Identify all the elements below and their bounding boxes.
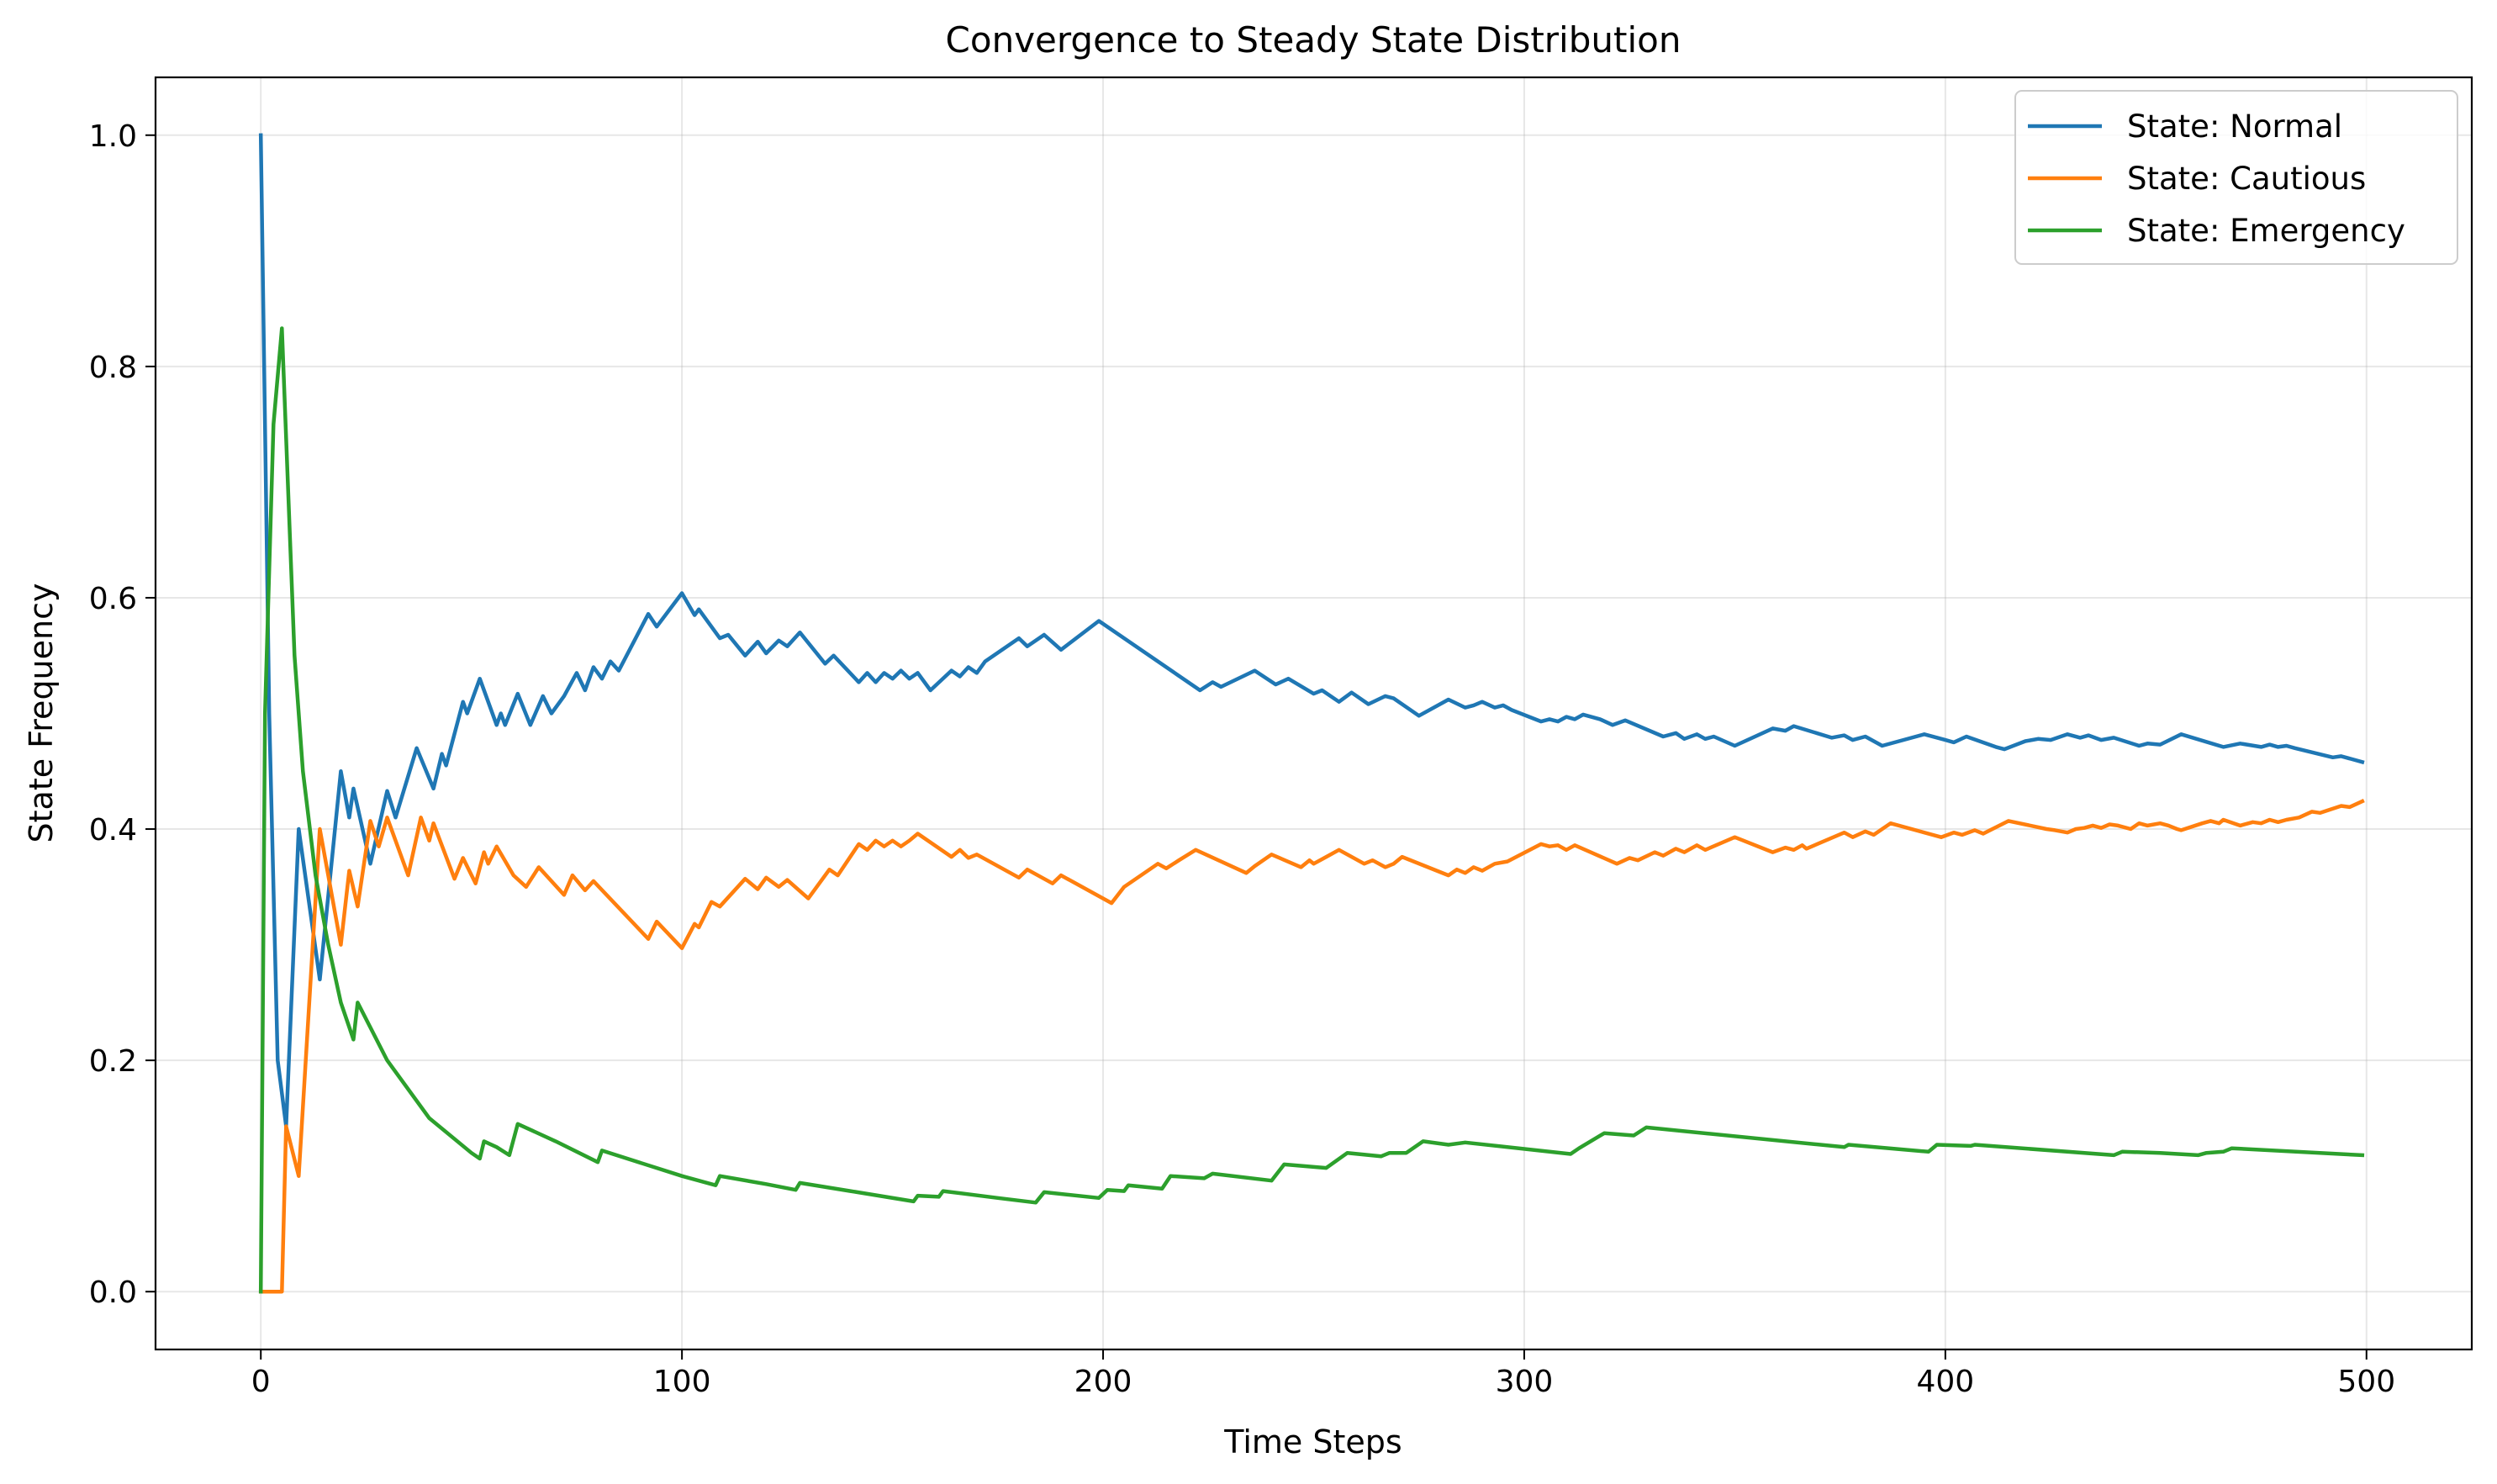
y-tick-label: 0.2 — [89, 1044, 137, 1079]
series-line-1 — [258, 799, 2365, 1294]
grid — [156, 77, 2472, 1349]
y-tick-label: 0.8 — [89, 351, 137, 385]
legend-label-2: State: Emergency — [2127, 213, 2405, 249]
x-tick-label: 100 — [653, 1365, 711, 1399]
legend-label-0: State: Normal — [2127, 108, 2342, 145]
axis-ticks: 0 100 200 300 400 500 0.0 0.2 0.4 0.6 0.8 1.0 — [89, 119, 2395, 1399]
series-lines — [258, 133, 2365, 1294]
legend-label-1: State: Cautious — [2127, 161, 2366, 197]
y-tick-label: 0.4 — [89, 813, 137, 848]
y-axis-label: State Frequency — [23, 584, 60, 843]
x-tick-label: 200 — [1074, 1365, 1132, 1399]
y-tick-label: 1.0 — [89, 119, 137, 154]
y-tick-label: 0.0 — [89, 1275, 137, 1310]
x-axis-label: Time Steps — [1223, 1423, 1402, 1460]
y-tick-label: 0.6 — [89, 582, 137, 616]
chart-title: Convergence to Steady State Distribution — [946, 19, 1681, 61]
x-tick-label: 500 — [2337, 1365, 2395, 1399]
x-tick-label: 0 — [251, 1365, 271, 1399]
series-line-2 — [258, 326, 2365, 1294]
plot-frame — [154, 76, 2473, 1351]
x-tick-label: 300 — [1496, 1365, 1554, 1399]
legend-box — [2014, 90, 2458, 265]
legend: State: Normal State: Cautious State: Emerg… — [2014, 90, 2458, 265]
x-tick-label: 400 — [1917, 1365, 1975, 1399]
series-line-0 — [258, 133, 2365, 1128]
